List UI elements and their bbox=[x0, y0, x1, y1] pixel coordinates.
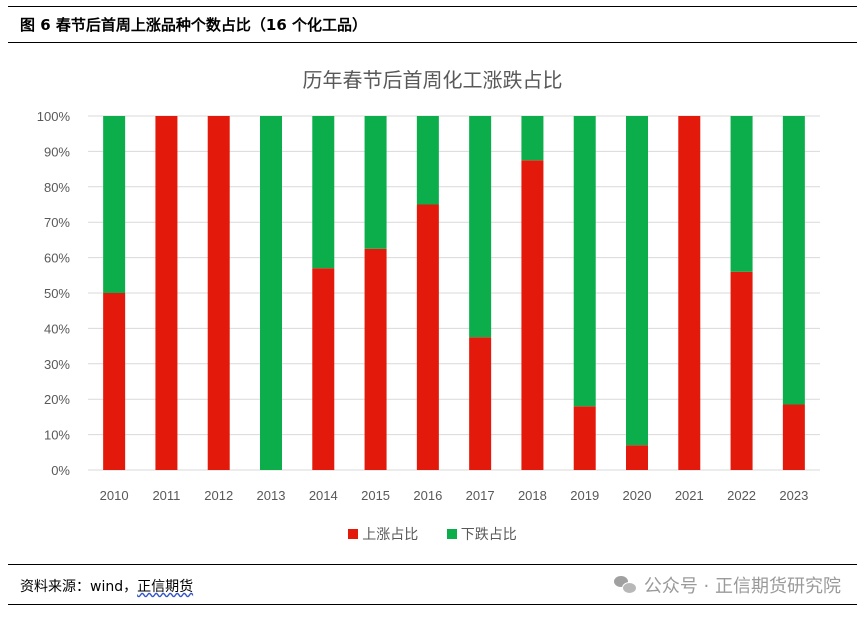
figure-header: 图 6 春节后首周上涨品种个数占比（16 个化工品） bbox=[0, 0, 865, 44]
bar-down-2015 bbox=[364, 116, 387, 249]
bar-down-2019 bbox=[573, 116, 596, 407]
bar-up-2019 bbox=[573, 406, 596, 470]
chart-area: 历年春节后首周化工涨跌占比 0% 10% 20% 30% 40% 50% 60% 70% 80%… bbox=[0, 50, 865, 560]
legend-swatch-up bbox=[348, 529, 359, 539]
watermark-text: 公众号 · 正信期货研究院 bbox=[643, 576, 841, 597]
x-tick-label: 2019 bbox=[570, 488, 599, 503]
footer-rule-top bbox=[8, 564, 857, 565]
y-tick-label: 60% bbox=[44, 251, 70, 266]
source-prefix: 资料来源：wind， bbox=[20, 579, 138, 595]
bar-up-2017 bbox=[469, 337, 492, 470]
bar-up-2016 bbox=[416, 204, 439, 470]
legend-swatch-down bbox=[446, 529, 457, 539]
bar-up-2010 bbox=[103, 293, 126, 470]
x-tick-label: 2020 bbox=[623, 488, 652, 503]
bar-down-2022 bbox=[730, 116, 753, 272]
stacked-bar-chart: 0% 10% 20% 30% 40% 50% 60% 70% 80% 90% 100% 2010 201… bbox=[37, 109, 820, 503]
y-tick-label: 100% bbox=[37, 109, 71, 124]
y-tick-label: 50% bbox=[44, 286, 70, 301]
bar-up-2018 bbox=[521, 160, 544, 470]
bar-up-2023 bbox=[782, 404, 805, 470]
bar-up-2014 bbox=[312, 268, 335, 470]
x-tick-label: 2012 bbox=[204, 488, 233, 503]
y-tick-label: 0% bbox=[51, 463, 70, 478]
legend-item-down: 下跌占比 bbox=[446, 524, 517, 544]
x-tick-label: 2021 bbox=[675, 488, 704, 503]
y-tick-label: 10% bbox=[44, 428, 70, 443]
bar-down-2023 bbox=[782, 116, 805, 405]
source-note: 资料来源：wind，正信期货 bbox=[20, 576, 193, 596]
bar-down-2017 bbox=[469, 116, 492, 338]
y-tick-label: 90% bbox=[44, 144, 70, 159]
x-tick-label: 2018 bbox=[518, 488, 547, 503]
x-tick-label: 2023 bbox=[779, 488, 808, 503]
y-tick-label: 80% bbox=[44, 180, 70, 195]
y-tick-label: 70% bbox=[44, 215, 70, 230]
bar-down-2013 bbox=[260, 116, 282, 470]
watermark: 公众号 · 正信期货研究院 bbox=[613, 572, 841, 598]
header-rule-top bbox=[8, 6, 857, 7]
x-tick-label: 2017 bbox=[466, 488, 495, 503]
chart-title: 历年春节后首周化工涨跌占比 bbox=[302, 68, 563, 92]
source-link[interactable]: 正信期货 bbox=[137, 579, 194, 595]
bar-up-2021 bbox=[678, 116, 701, 470]
bar-up-2012 bbox=[207, 116, 230, 470]
bar-down-2018 bbox=[521, 116, 544, 161]
bar-down-2016 bbox=[416, 116, 439, 205]
x-tick-label: 2015 bbox=[361, 488, 390, 503]
header-rule-bottom bbox=[8, 42, 857, 43]
bar-up-2020 bbox=[626, 445, 648, 470]
bar-down-2014 bbox=[312, 116, 335, 269]
x-tick-label: 2022 bbox=[727, 488, 756, 503]
y-tick-label: 20% bbox=[44, 392, 70, 407]
bar-up-2022 bbox=[730, 271, 753, 470]
chart-legend: 上涨占比 下跌占比 bbox=[0, 524, 865, 544]
legend-item-up: 上涨占比 bbox=[348, 524, 418, 544]
y-tick-label: 40% bbox=[44, 321, 70, 336]
figure-footer: 资料来源：wind，正信期货 公众号 · 正信期货研究院 bbox=[0, 562, 865, 618]
wechat-icon bbox=[613, 576, 637, 594]
bar-up-2015 bbox=[364, 248, 387, 470]
x-tick-label: 2013 bbox=[257, 488, 286, 503]
footer-rule-bottom bbox=[8, 604, 857, 605]
bar-up-2011 bbox=[155, 116, 178, 470]
x-tick-label: 2011 bbox=[152, 488, 180, 503]
x-tick-label: 2016 bbox=[413, 488, 442, 503]
legend-label-up: 上涨占比 bbox=[362, 527, 419, 543]
bar-down-2020 bbox=[626, 116, 648, 446]
bar-down-2010 bbox=[103, 116, 126, 293]
legend-label-down: 下跌占比 bbox=[460, 527, 517, 543]
x-tick-label: 2014 bbox=[309, 488, 338, 503]
y-tick-label: 30% bbox=[44, 357, 70, 372]
x-tick-label: 2010 bbox=[100, 488, 129, 503]
figure-title: 图 6 春节后首周上涨品种个数占比（16 个化工品） bbox=[20, 16, 367, 34]
